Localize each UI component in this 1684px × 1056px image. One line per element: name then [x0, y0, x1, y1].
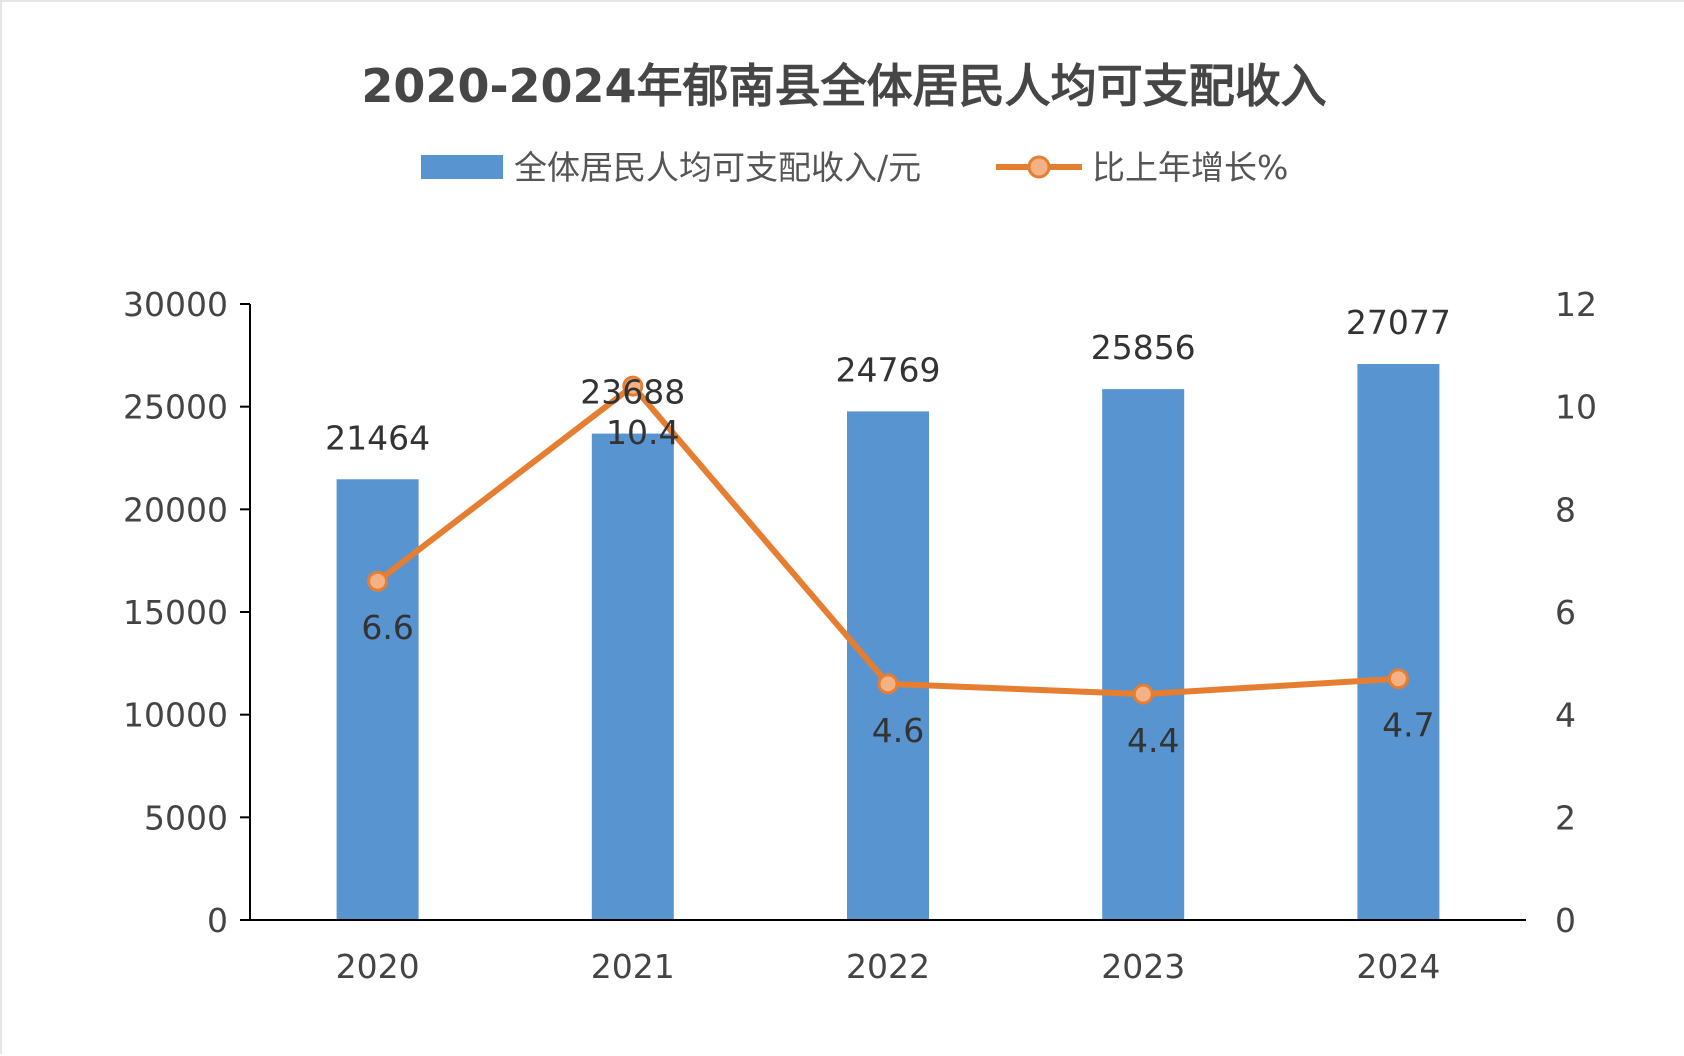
y-left-tick-label: 25000	[123, 388, 228, 427]
chart-title: 2020-2024年郁南县全体居民人均可支配收入	[361, 59, 1326, 113]
bar-value-label: 23688	[580, 373, 685, 412]
bar-2021	[591, 433, 674, 920]
legend-bar-label: 全体居民人均可支配收入/元	[514, 148, 921, 187]
growth-value-label: 4.6	[872, 711, 924, 750]
y-right-tick-label: 4	[1555, 696, 1576, 735]
growth-point-2024	[1387, 668, 1409, 690]
x-tick-label: 2022	[846, 947, 930, 986]
bar-value-label: 24769	[836, 350, 941, 389]
line-series	[367, 375, 1409, 705]
x-tick-label: 2024	[1356, 947, 1440, 986]
y-right-tick-label: 8	[1555, 490, 1576, 529]
y-left-tick-label: 15000	[123, 593, 228, 632]
growth-value-label: 10.4	[606, 413, 679, 452]
axes: 0 5000 10000 15000 20000 25000 30000 0 2 4 6 8 10 12 2…	[123, 285, 1597, 986]
x-tick-label: 2023	[1101, 947, 1185, 986]
bar-2022	[847, 411, 929, 920]
y-right-tick-label: 6	[1555, 593, 1576, 632]
growth-value-label: 4.4	[1127, 721, 1179, 760]
bar-value-label: 25856	[1091, 328, 1196, 367]
growth-point-2023	[1132, 683, 1154, 705]
bar-2024	[1357, 364, 1440, 920]
growth-value-label: 6.6	[361, 608, 413, 647]
growth-point-2021	[622, 375, 644, 397]
bar-value-label: 27077	[1346, 303, 1451, 342]
legend-line-label: 比上年增长%	[1092, 148, 1288, 187]
x-tick-label: 2020	[336, 947, 420, 986]
y-left-tick-label: 20000	[123, 490, 228, 529]
bar-2020	[336, 479, 419, 920]
legend-line-marker	[1027, 155, 1051, 179]
legend-bar-swatch	[421, 155, 503, 179]
growth-value-label: 4.7	[1382, 706, 1434, 745]
y-left-tick-label: 30000	[123, 285, 228, 324]
y-left-tick-label: 0	[207, 901, 228, 940]
growth-point-2020	[367, 570, 389, 592]
y-right-tick-label: 10	[1555, 388, 1597, 427]
growth-point-2022	[877, 673, 899, 695]
bar-value-label: 21464	[325, 418, 430, 457]
legend: 全体居民人均可支配收入/元 比上年增长%	[421, 148, 1288, 187]
y-left-tick-label: 5000	[144, 798, 228, 837]
bar-2023	[1102, 389, 1185, 921]
data-labels: 21464 23688 24769 25856 27077 6.6 10.4 4.6 4.4 4.…	[325, 303, 1451, 760]
bar-series	[336, 364, 1440, 921]
y-right-tick-label: 12	[1555, 285, 1597, 324]
y-right-tick-label: 0	[1555, 901, 1576, 940]
y-right-tick-label: 2	[1555, 798, 1576, 837]
y-left-tick-label: 10000	[123, 696, 228, 735]
x-tick-label: 2021	[591, 947, 675, 986]
